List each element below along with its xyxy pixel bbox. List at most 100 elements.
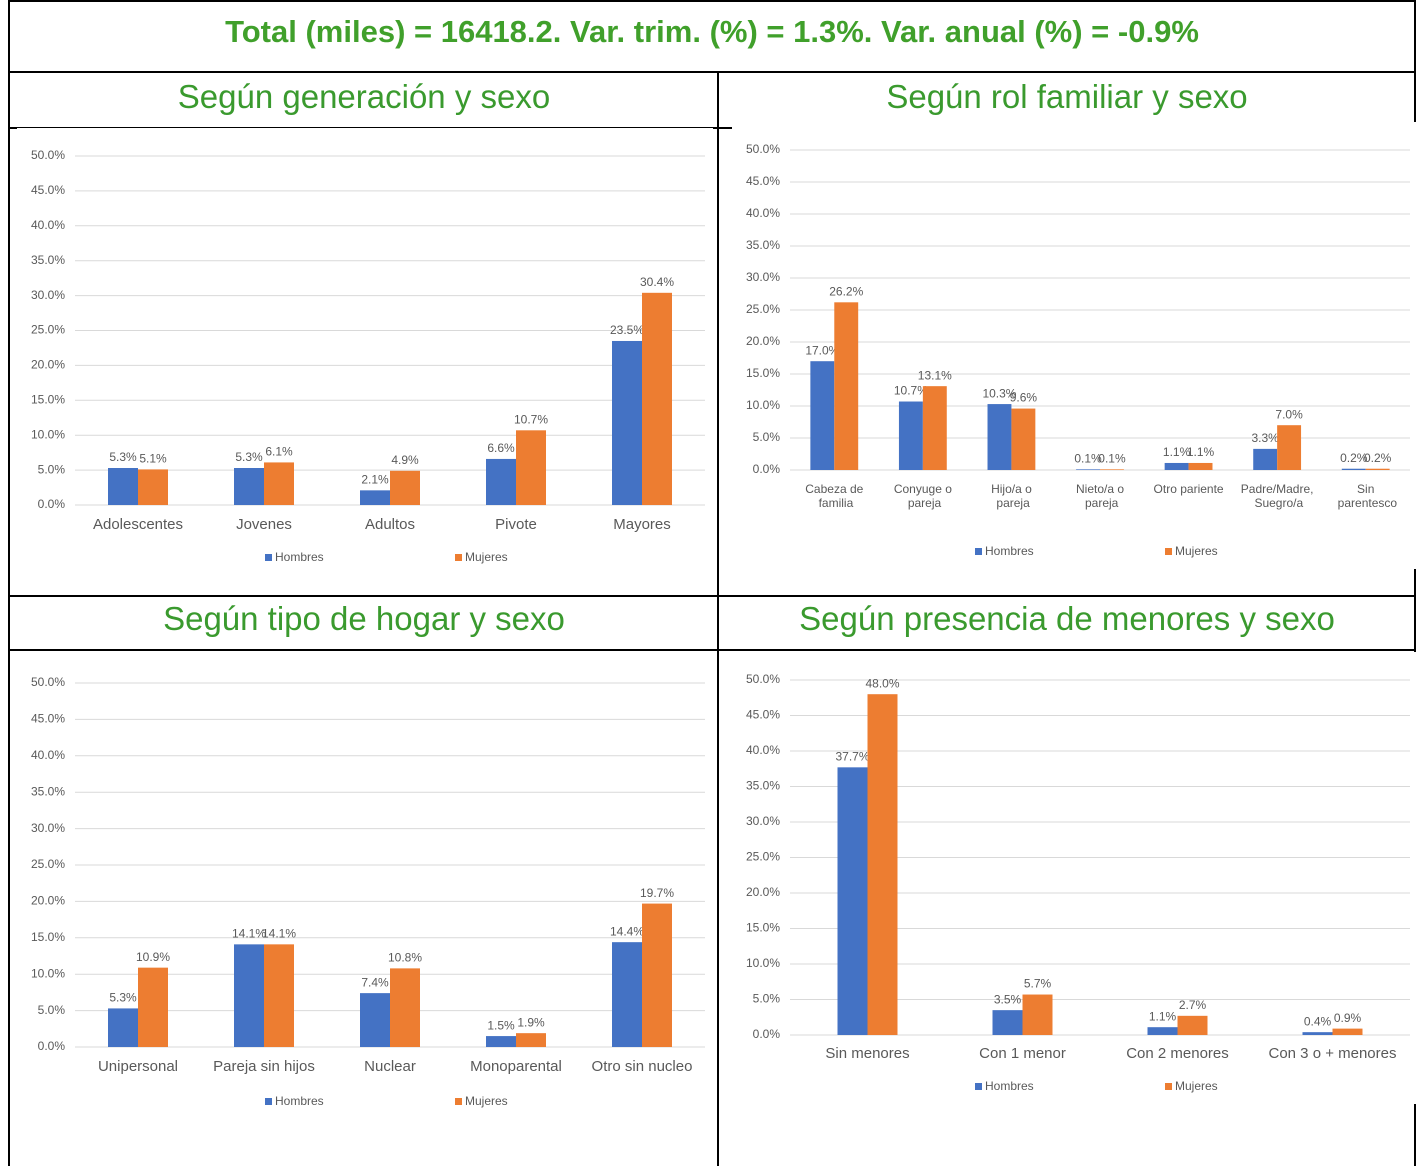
y-tick-label: 30.0% xyxy=(31,821,65,835)
value-label: 6.6% xyxy=(487,441,515,455)
bar xyxy=(1188,462,1213,470)
x-tick-label: Unipersonal xyxy=(98,1058,178,1075)
bar xyxy=(1022,994,1053,1035)
value-label: 26.2% xyxy=(829,284,863,298)
y-tick-label: 15.0% xyxy=(746,921,780,935)
value-label: 14.4% xyxy=(610,924,644,938)
x-tick-label: Otro pariente xyxy=(1154,482,1224,496)
legend-label: Hombres xyxy=(985,544,1034,558)
value-label: 14.1% xyxy=(262,927,296,941)
bar xyxy=(360,993,390,1047)
y-tick-label: 5.0% xyxy=(753,430,781,444)
x-tick-label: Nuclear xyxy=(364,1058,416,1075)
value-label: 10.8% xyxy=(388,951,422,965)
bar xyxy=(810,361,835,470)
bar xyxy=(922,386,947,470)
bar xyxy=(1177,1015,1208,1035)
value-label: 3.5% xyxy=(994,992,1022,1006)
value-label: 1.1% xyxy=(1149,1009,1177,1023)
y-tick-label: 40.0% xyxy=(746,206,780,220)
y-tick-label: 20.0% xyxy=(746,334,780,348)
y-tick-label: 30.0% xyxy=(746,814,780,828)
value-label: 13.1% xyxy=(918,368,952,382)
y-tick-label: 45.0% xyxy=(746,174,780,188)
legend-swatch xyxy=(975,548,982,555)
value-label: 5.3% xyxy=(109,450,137,464)
value-label: 19.7% xyxy=(640,886,674,900)
chart-background xyxy=(732,652,1416,1104)
y-tick-label: 5.0% xyxy=(38,1003,66,1017)
x-tick-label: Jovenes xyxy=(236,516,292,533)
bar xyxy=(1332,1028,1363,1035)
y-tick-label: 0.0% xyxy=(38,497,66,511)
y-tick-label: 50.0% xyxy=(746,142,780,156)
y-tick-label: 25.0% xyxy=(746,302,780,316)
bar xyxy=(1100,469,1124,470)
y-tick-label: 15.0% xyxy=(746,366,780,380)
bar xyxy=(108,468,138,505)
y-tick-label: 50.0% xyxy=(746,672,780,686)
y-tick-label: 0.0% xyxy=(38,1039,66,1053)
legend-swatch xyxy=(265,1098,272,1105)
value-label: 14.1% xyxy=(232,927,266,941)
legend-swatch xyxy=(455,554,462,561)
legend-swatch xyxy=(975,1083,982,1090)
bar xyxy=(1253,448,1278,470)
bar xyxy=(108,1008,138,1047)
bar xyxy=(1076,469,1100,470)
value-label: 1.9% xyxy=(517,1015,545,1029)
bar xyxy=(1011,408,1036,470)
bar xyxy=(264,462,294,505)
y-tick-label: 30.0% xyxy=(31,288,65,302)
panel-title: Según presencia de menores y sexo xyxy=(799,600,1335,637)
bar xyxy=(486,1036,516,1047)
panel-title: Según generación y sexo xyxy=(177,78,551,115)
value-label: 1.5% xyxy=(487,1018,515,1032)
value-label: 2.7% xyxy=(1179,998,1207,1012)
legend-label: Mujeres xyxy=(465,550,508,564)
x-tick-label: Sin parentesco xyxy=(1334,482,1397,510)
bar xyxy=(138,967,168,1047)
value-label: 7.4% xyxy=(361,975,389,989)
bar xyxy=(642,903,672,1047)
value-label: 17.0% xyxy=(805,343,839,357)
value-label: 10.7% xyxy=(514,412,548,426)
y-tick-label: 20.0% xyxy=(31,358,65,372)
value-label: 48.0% xyxy=(865,676,899,690)
value-label: 3.3% xyxy=(1252,431,1280,445)
bar xyxy=(390,968,420,1047)
value-label: 0.9% xyxy=(1334,1011,1362,1025)
y-tick-label: 40.0% xyxy=(31,218,65,232)
y-tick-label: 10.0% xyxy=(746,398,780,412)
y-tick-label: 25.0% xyxy=(746,850,780,864)
legend-label: Mujeres xyxy=(465,1094,508,1108)
value-label: 1.1% xyxy=(1163,445,1191,459)
bar xyxy=(1365,468,1390,470)
value-label: 6.1% xyxy=(265,445,293,459)
bar xyxy=(516,430,546,505)
y-tick-label: 50.0% xyxy=(31,675,65,689)
x-tick-label: Pareja sin hijos xyxy=(213,1058,315,1075)
legend-swatch xyxy=(265,554,272,561)
y-tick-label: 45.0% xyxy=(31,712,65,726)
bar xyxy=(612,942,642,1047)
legend-swatch xyxy=(455,1098,462,1105)
bar xyxy=(612,340,642,505)
x-tick-label: Nieto/a o pareja xyxy=(1076,482,1124,510)
legend-label: Hombres xyxy=(275,1094,324,1108)
y-tick-label: 20.0% xyxy=(31,894,65,908)
value-label: 10.7% xyxy=(894,384,928,398)
y-tick-label: 10.0% xyxy=(746,956,780,970)
bar xyxy=(987,404,1012,470)
y-tick-label: 15.0% xyxy=(31,392,65,406)
value-label: 2.1% xyxy=(361,473,389,487)
legend-label: Hombres xyxy=(275,550,324,564)
bar xyxy=(1302,1032,1333,1035)
bar xyxy=(390,470,420,505)
y-tick-label: 5.0% xyxy=(753,992,781,1006)
value-label: 10.9% xyxy=(136,950,170,964)
y-tick-label: 5.0% xyxy=(38,462,66,476)
legend-swatch xyxy=(1165,1083,1172,1090)
